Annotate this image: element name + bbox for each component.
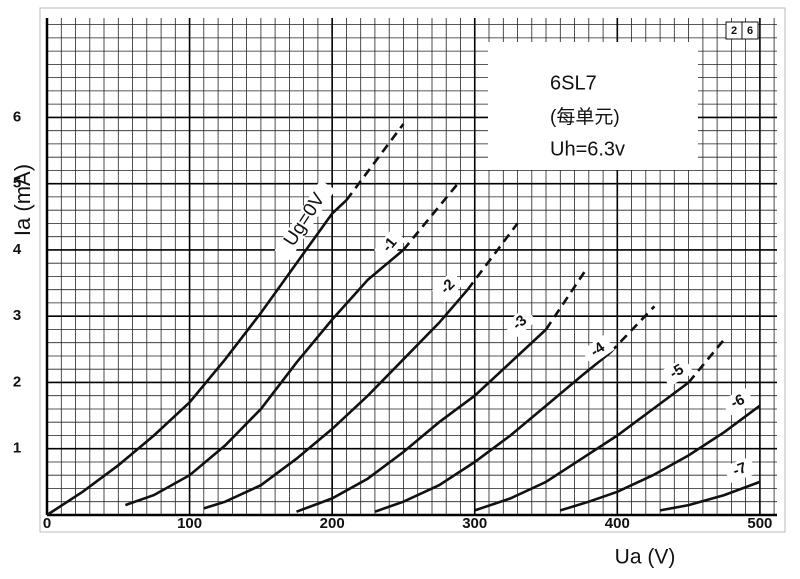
curve (659, 480, 761, 512)
curve (46, 199, 348, 517)
y-tick-label: 4 (13, 241, 22, 258)
tube-title: 6SL7 (550, 72, 597, 94)
curve (124, 248, 405, 507)
x-tick-label: 200 (320, 515, 345, 532)
curve-dashed (687, 338, 726, 384)
y-tick-label: 5 (13, 175, 21, 192)
info-box (488, 42, 698, 170)
curve-label-bg (723, 456, 757, 484)
x-tick-label: 100 (177, 515, 202, 532)
x-tick-label: 0 (43, 515, 51, 532)
corner-label: 2 (731, 25, 737, 37)
curve-label-bg (274, 179, 336, 261)
curve-dashed (544, 269, 587, 331)
curve-label: Ug=0V (280, 189, 330, 250)
curve-label-bg (581, 334, 615, 366)
y-tick-label: 2 (13, 373, 21, 390)
corner-label: 6 (747, 25, 753, 37)
tube-subtitle: (每单元) (550, 106, 620, 128)
curve (474, 381, 690, 512)
curve-dashed (345, 123, 405, 201)
y-tick-label: 1 (13, 440, 21, 457)
curve-dashed (609, 305, 656, 354)
y-tick-label: 6 (13, 108, 21, 125)
x-axis-label: Ua (V) (615, 546, 676, 569)
curve-label-bg (374, 228, 406, 262)
x-tick-label: 400 (605, 515, 630, 532)
curve (374, 351, 612, 513)
curve-label-bg (660, 357, 694, 387)
y-axis-label: Ia (mA) (10, 164, 35, 236)
curve-label-bg (503, 307, 537, 339)
curve-label: -7 (731, 459, 749, 480)
frame (39, 7, 786, 533)
x-tick-label: 500 (747, 515, 772, 532)
curve-label: -6 (728, 391, 747, 412)
grid (45, 18, 777, 517)
curve-label-bg (721, 387, 755, 417)
y-tick-label: 3 (13, 307, 21, 324)
curve-label-bg (431, 270, 465, 304)
heater-note: Uh=6.3v (550, 138, 625, 160)
x-tick-label: 300 (462, 515, 487, 532)
curve (203, 288, 469, 510)
curve (559, 404, 761, 512)
curve (296, 328, 547, 513)
